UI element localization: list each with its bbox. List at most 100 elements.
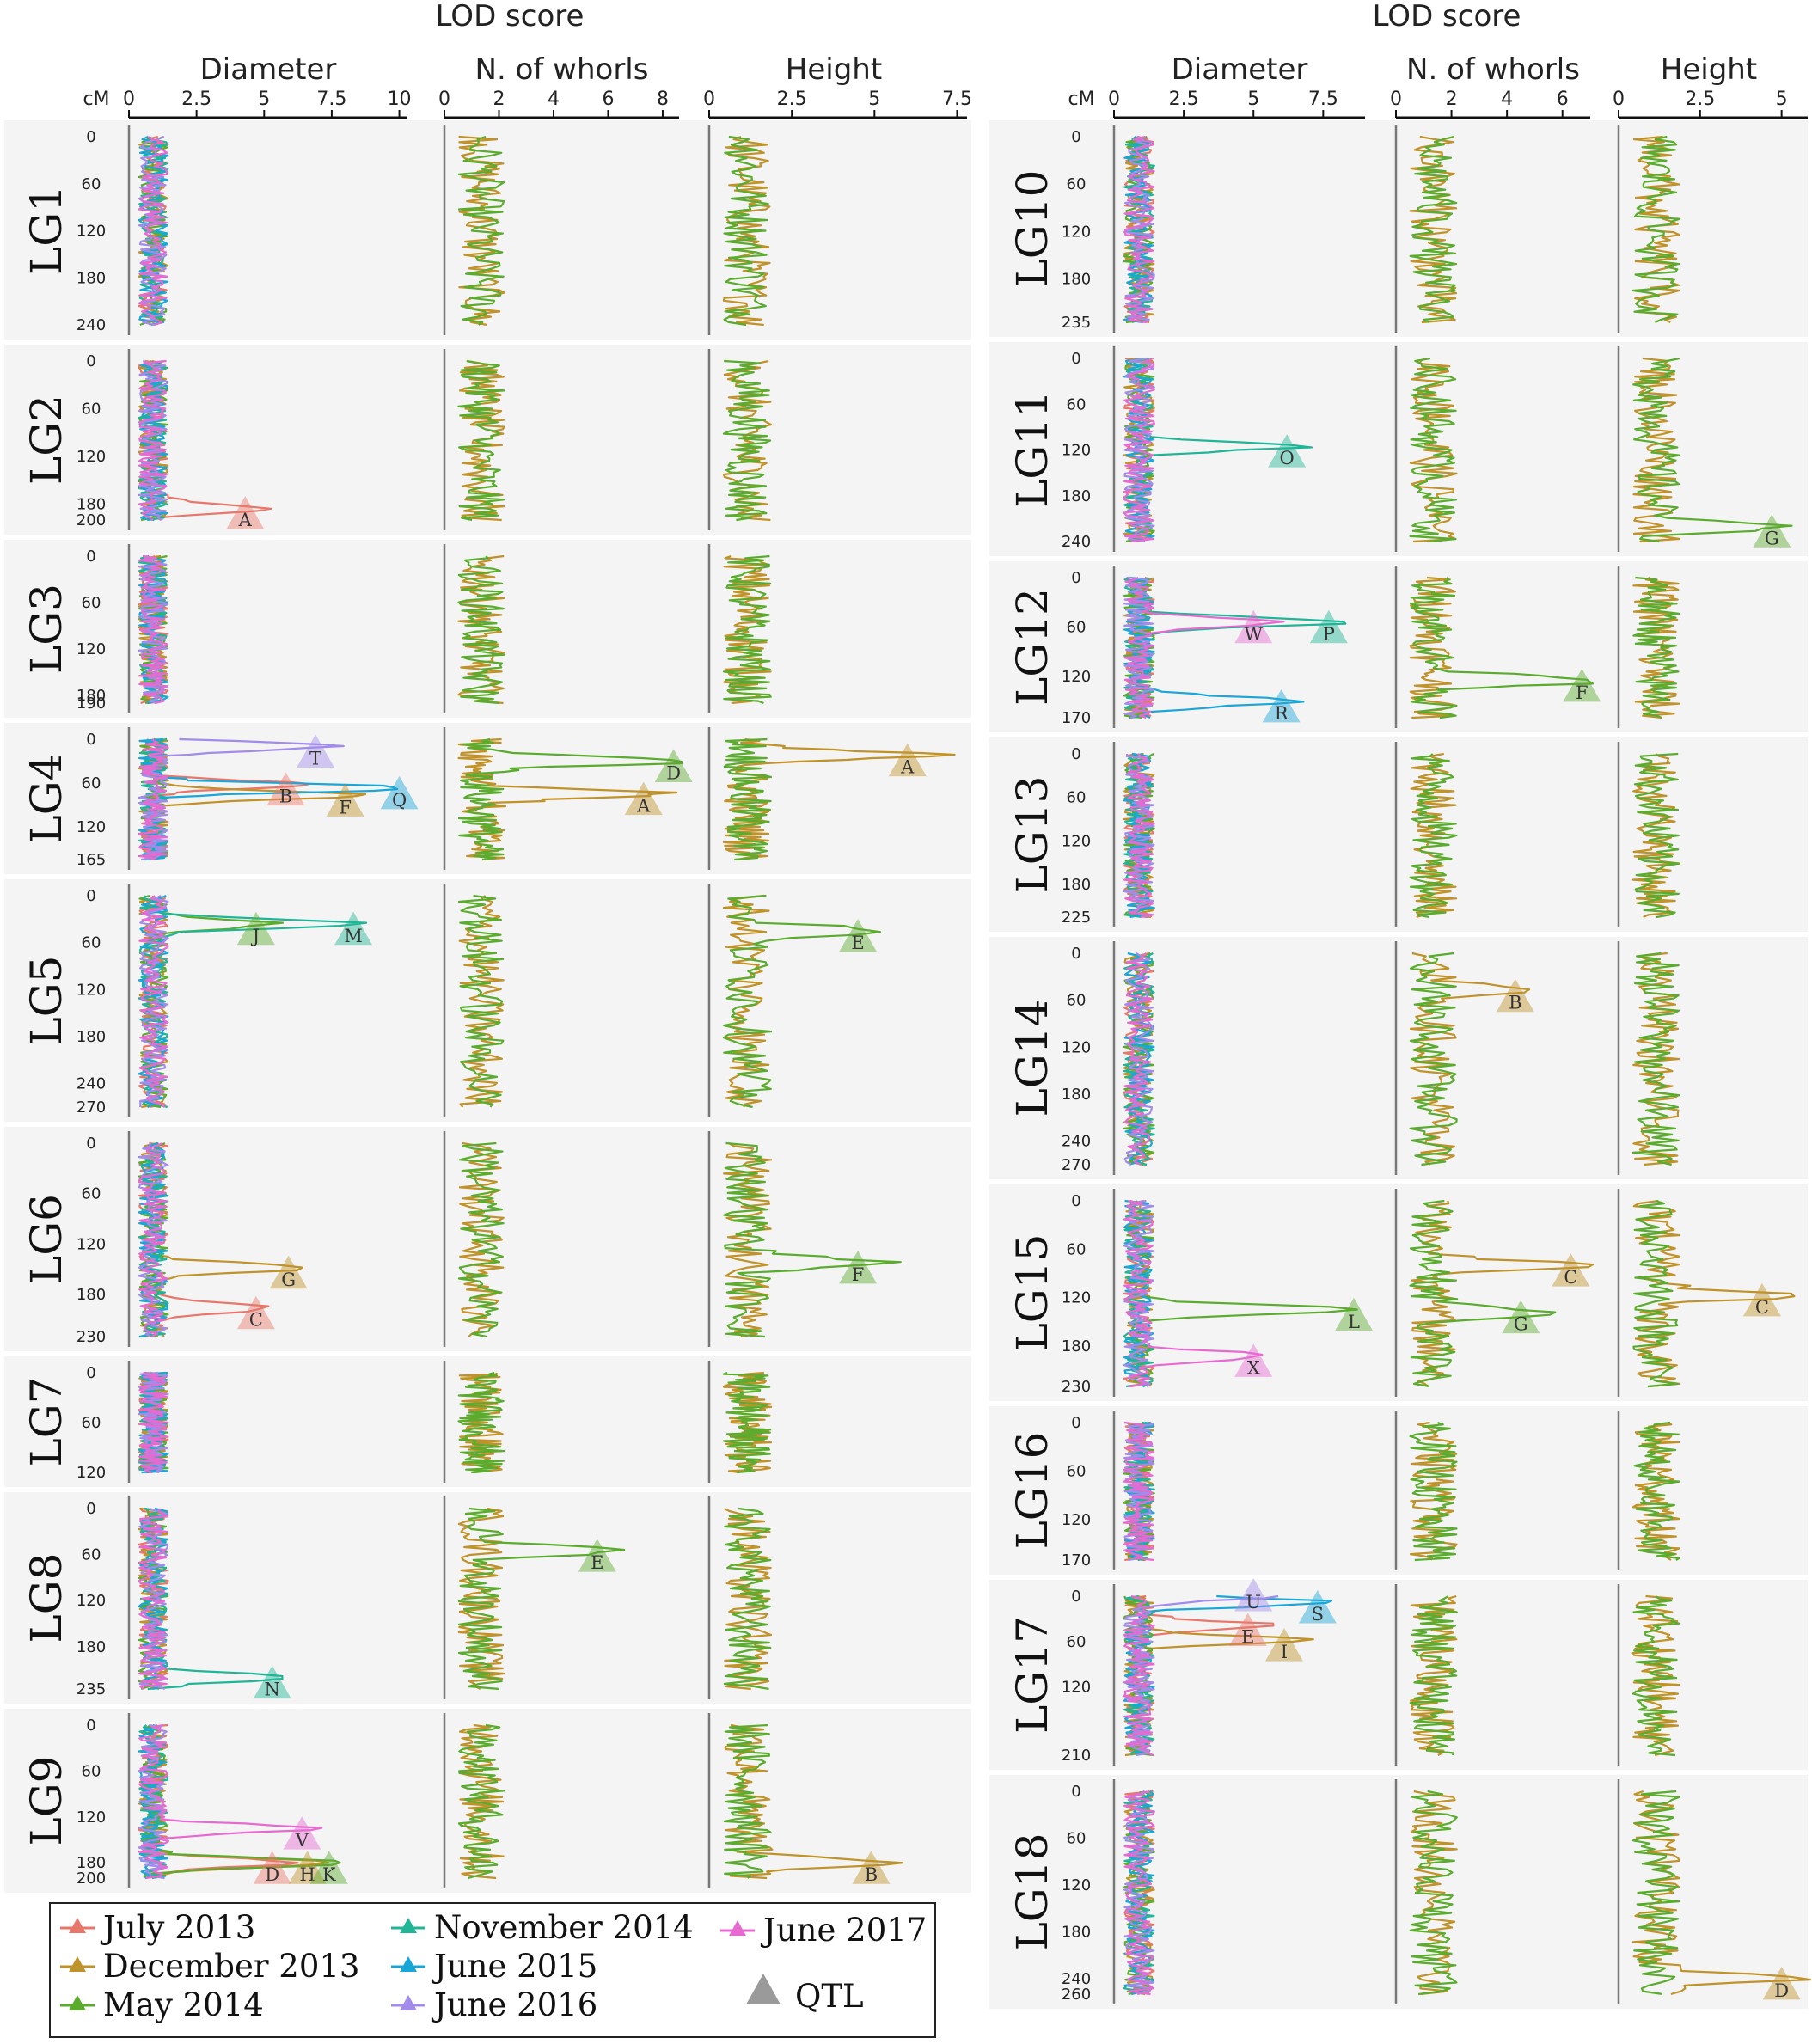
top-tick-label: 4 bbox=[548, 89, 560, 110]
cm-tick-label: 120 bbox=[1062, 832, 1091, 850]
cm-tick-label: 260 bbox=[1062, 1986, 1091, 2004]
trait-title: N. of whorls bbox=[1406, 52, 1580, 87]
lod-curve-may-2014 bbox=[457, 135, 505, 326]
lod-curve-may-2014 bbox=[1409, 1790, 1458, 1996]
linkage-group-label: LG5 bbox=[21, 956, 71, 1046]
lod-curve-june-2017 bbox=[138, 136, 168, 327]
cm-tick-label: 120 bbox=[77, 818, 106, 836]
qtl-triangle bbox=[1502, 1300, 1540, 1334]
qtl-label: X bbox=[1247, 1357, 1260, 1378]
trait-title: Height bbox=[786, 52, 882, 87]
cm-unit-label: cM bbox=[83, 89, 109, 110]
cm-tick-label: 60 bbox=[1067, 1633, 1087, 1651]
cm-tick-label: 240 bbox=[77, 316, 106, 334]
lod-curve-may-2014 bbox=[457, 555, 505, 705]
panel-background bbox=[989, 561, 1808, 732]
lod-curve-may-2014 bbox=[457, 737, 683, 861]
cm-tick-label: 60 bbox=[82, 934, 101, 952]
lod-curve-may-2014 bbox=[1409, 1595, 1458, 1756]
qtl-label: G bbox=[281, 1270, 296, 1290]
cm-tick-label: 120 bbox=[77, 1808, 106, 1827]
qtl-triangle bbox=[839, 1250, 878, 1284]
lod-curve-june-2017 bbox=[138, 1723, 323, 1880]
cm-tick-label: 165 bbox=[77, 851, 106, 869]
qtl-label: I bbox=[1281, 1642, 1288, 1662]
cm-tick-label: 190 bbox=[77, 695, 106, 713]
qtl-triangle bbox=[1234, 1343, 1273, 1377]
lod-curve-december-2013 bbox=[1410, 1790, 1458, 1996]
cm-tick-label: 240 bbox=[1062, 533, 1091, 551]
lod-curve-may-2014 bbox=[1409, 135, 1458, 323]
linkage-group-label: LG17 bbox=[1007, 1616, 1057, 1734]
lod-curve-may-2014 bbox=[457, 1507, 626, 1691]
cm-tick-label: 0 bbox=[1071, 1192, 1080, 1210]
cm-tick-label: 120 bbox=[77, 640, 106, 658]
cm-tick-label: 60 bbox=[82, 1546, 101, 1564]
qtl-triangle bbox=[288, 1851, 327, 1884]
linkage-group-label: LG15 bbox=[1007, 1234, 1057, 1352]
qtl-triangle bbox=[297, 734, 335, 768]
qtl-label: E bbox=[851, 933, 864, 953]
cm-tick-label: 120 bbox=[77, 981, 106, 999]
lod-curve-may-2014 bbox=[723, 1507, 772, 1691]
cm-tick-label: 60 bbox=[82, 1185, 101, 1203]
linkage-group-label: LG10 bbox=[1007, 170, 1057, 288]
cm-tick-label: 180 bbox=[77, 269, 106, 287]
linkage-group-label: LG13 bbox=[1007, 776, 1057, 894]
qtl-triangle bbox=[852, 1851, 891, 1884]
cm-tick-label: 120 bbox=[1062, 1876, 1091, 1894]
cm-tick-label: 0 bbox=[1071, 1588, 1080, 1606]
qtl-label: F bbox=[339, 797, 352, 817]
top-tick-label: 2 bbox=[1446, 89, 1458, 110]
cm-tick-label: 0 bbox=[86, 1135, 95, 1153]
labels: LOD score LOD score Diameter 0 2.5 5 7.5 10 N. o… bbox=[21, 0, 1788, 2004]
cm-tick-label: 180 bbox=[77, 1854, 106, 1872]
top-tick-label: 0 bbox=[438, 89, 450, 110]
cm-tick-label: 60 bbox=[1067, 1462, 1087, 1480]
qtl-label: G bbox=[1765, 528, 1779, 548]
cm-tick-label: 60 bbox=[1067, 395, 1087, 413]
qtl-triangle bbox=[1742, 1282, 1781, 1317]
lod-curve-may-2014 bbox=[723, 554, 772, 705]
qtl-label: A bbox=[238, 510, 253, 530]
qtl-triangle bbox=[1298, 1590, 1337, 1624]
cm-tick-label: 240 bbox=[77, 1075, 106, 1093]
qtl-triangle bbox=[1753, 514, 1791, 548]
cm-tick-label: 0 bbox=[86, 548, 95, 566]
cm-tick-label: 180 bbox=[1062, 876, 1091, 894]
cm-tick-label: 180 bbox=[77, 1028, 106, 1046]
qtl-triangle bbox=[253, 1665, 291, 1699]
lod-curve-june-2017 bbox=[138, 554, 168, 705]
qtl-triangle bbox=[1228, 1613, 1267, 1646]
linkage-group-label: LG3 bbox=[21, 584, 71, 674]
lod-curve-may-2014 bbox=[1409, 952, 1458, 1166]
cm-tick-label: 0 bbox=[86, 1364, 95, 1382]
qtl-triangle bbox=[266, 772, 305, 806]
linkage-group-label: LG18 bbox=[1007, 1833, 1057, 1951]
cm-tick-label: 230 bbox=[77, 1328, 106, 1346]
cm-tick-label: 235 bbox=[1062, 314, 1091, 332]
lod-curve-june-2017 bbox=[1123, 1790, 1155, 1996]
panel-backgrounds bbox=[4, 120, 1808, 2009]
top-tick-label: 5 bbox=[1247, 89, 1259, 110]
lod-curve-june-2017 bbox=[138, 1508, 169, 1690]
lod-curve-may-2014 bbox=[723, 1723, 772, 1879]
lod-curve-may-2014 bbox=[1410, 577, 1595, 719]
lod-curve-may-2014 bbox=[1633, 752, 1680, 919]
lod-curve-may-2014 bbox=[722, 894, 881, 1109]
top-tick-label: 7.5 bbox=[942, 89, 972, 110]
lod-curve-december-2013 bbox=[457, 737, 678, 861]
qtl-triangle bbox=[1234, 609, 1273, 644]
lod-curve-may-2014 bbox=[723, 135, 769, 327]
qtl-triangle bbox=[654, 749, 693, 782]
qtl-label: W bbox=[1244, 624, 1263, 645]
lod-curve-june-2016 bbox=[1123, 1199, 1155, 1387]
top-tick-label: 2.5 bbox=[777, 89, 807, 110]
cm-tick-label: 120 bbox=[1062, 442, 1091, 460]
cm-tick-label: 60 bbox=[82, 774, 101, 793]
lod-curve-may-2014 bbox=[1632, 1595, 1680, 1757]
lod-curve-june-2017 bbox=[1123, 357, 1155, 543]
qtl-label: C bbox=[1564, 1267, 1577, 1288]
lod-curve-june-2017 bbox=[1123, 1421, 1155, 1562]
cm-tick-label: 0 bbox=[1071, 1783, 1080, 1801]
